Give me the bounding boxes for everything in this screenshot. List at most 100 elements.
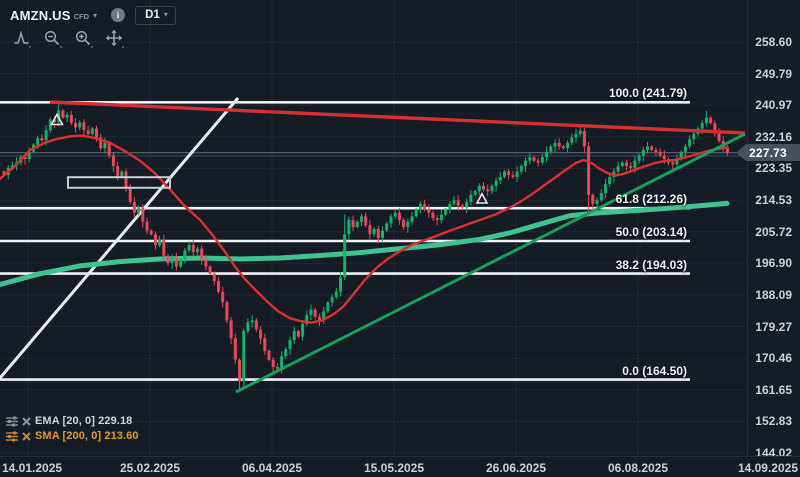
candle-body	[313, 309, 317, 317]
legend-label-ema: EMA [20, 0] 229.18	[35, 415, 133, 427]
candle-body	[187, 245, 191, 251]
candle-body	[540, 157, 544, 163]
candle-body	[44, 130, 48, 141]
timeframe-selector[interactable]: D1 ▾	[135, 5, 176, 25]
time-axis-label: 25.02.2025	[119, 461, 181, 475]
candle-body	[27, 151, 31, 159]
candle-body	[69, 114, 73, 124]
fib-label: 38.2 (194.03)	[615, 258, 687, 272]
candle-body	[242, 331, 246, 382]
indicators-icon[interactable]	[10, 28, 32, 48]
price-axis-label: 223.35	[755, 161, 792, 175]
candle-body	[355, 221, 359, 228]
sliders-icon[interactable]	[6, 431, 18, 442]
chevron-down-icon[interactable]: ▾	[93, 10, 98, 20]
sliders-icon[interactable]	[6, 416, 18, 427]
candle-body	[465, 202, 469, 208]
candle-body	[574, 133, 578, 138]
candle-body	[48, 119, 52, 131]
candlestick-chart[interactable]	[0, 0, 748, 461]
candle-body	[709, 117, 713, 124]
price-axis-label: 170.46	[755, 351, 792, 365]
price-axis-label: 258.60	[755, 35, 792, 49]
candle-body	[280, 356, 284, 369]
candle-body	[604, 184, 607, 194]
triangle-marker	[475, 192, 489, 204]
candle-body	[23, 157, 27, 159]
candle-body	[545, 151, 549, 158]
candle-body	[553, 142, 557, 147]
candle-body	[103, 142, 107, 149]
candle-body	[654, 150, 658, 152]
candle-body	[393, 212, 397, 217]
candle-body	[271, 359, 275, 367]
candle-body	[448, 203, 452, 210]
candle-body	[629, 166, 633, 168]
close-icon[interactable]	[22, 416, 31, 426]
candle-body	[74, 123, 77, 128]
candle-body	[385, 223, 389, 231]
candle-body	[511, 175, 515, 177]
candle-body	[10, 165, 14, 168]
candle-body	[725, 147, 729, 153]
candle-body	[473, 191, 477, 195]
candle-body	[238, 359, 241, 382]
candle-body	[263, 338, 267, 351]
candle-body	[61, 110, 65, 118]
candle-body	[128, 187, 132, 202]
candle-body	[494, 180, 498, 186]
candle-body	[217, 280, 220, 292]
candle-body	[259, 329, 263, 339]
candle-body	[174, 257, 178, 267]
candle-body	[364, 216, 368, 226]
chart-header: AMZN.US CFD ▾ i D1 ▾	[10, 5, 176, 25]
candle-body	[570, 137, 574, 143]
candle-body	[288, 340, 292, 350]
candle-body	[406, 221, 410, 228]
candle-body	[275, 367, 279, 369]
trendline-descending-resistance	[49, 100, 746, 135]
candle-body	[410, 216, 414, 222]
zoom-out-icon[interactable]	[41, 28, 63, 48]
chevron-down-icon: ▾	[163, 10, 168, 19]
candle-body	[444, 209, 448, 215]
price-axis-label: 240.97	[755, 98, 792, 112]
candle-body	[608, 176, 612, 185]
time-axis-label: 06.08.2025	[607, 461, 669, 475]
candle-body	[229, 320, 233, 339]
candle-body	[414, 209, 418, 217]
candle-body	[688, 139, 692, 147]
zoom-in-icon[interactable]	[72, 28, 94, 48]
candle-body	[418, 203, 422, 210]
candle-body	[671, 162, 675, 165]
axis-separator-horizontal	[0, 456, 800, 457]
candle-body	[528, 157, 532, 161]
info-icon[interactable]: i	[111, 8, 126, 22]
symbol-name: AMZN.US	[10, 7, 71, 23]
candle-body	[372, 228, 376, 235]
candle-body	[578, 131, 582, 134]
current-price-value: 227.73	[749, 145, 787, 160]
candle-body	[700, 123, 704, 129]
chart-toolbar	[10, 28, 134, 48]
candle-body	[599, 193, 603, 201]
candle-body	[633, 160, 637, 168]
candle-body	[582, 131, 586, 147]
candle-body	[343, 234, 347, 278]
ema-line	[0, 134, 729, 324]
candle-body	[330, 297, 334, 303]
candle-body	[625, 162, 628, 167]
candle-body	[149, 230, 153, 235]
fib-label: 100.0 (241.79)	[608, 86, 687, 100]
pan-icon[interactable]	[103, 28, 125, 48]
price-axis-label: 144.02	[755, 446, 792, 460]
candle-body	[179, 259, 183, 267]
price-axis-label: 196.90	[755, 256, 792, 270]
trendline-broken-rising-channel	[0, 97, 240, 379]
candle-body	[166, 255, 170, 263]
trendline-ascending-support	[235, 132, 746, 394]
price-axis-label: 152.83	[755, 414, 792, 428]
close-icon[interactable]	[22, 431, 31, 441]
candle-body	[469, 194, 473, 202]
